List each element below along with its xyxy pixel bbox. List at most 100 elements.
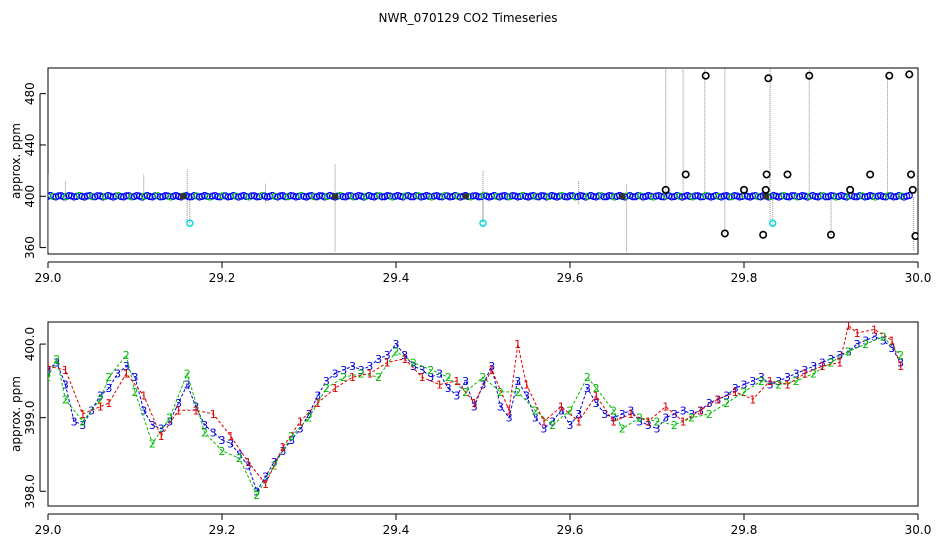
flagged-point (768, 219, 777, 227)
series-2-marker: 2 (410, 356, 417, 369)
series-2-marker: 2 (723, 397, 730, 410)
series-1-marker: 1 (732, 386, 739, 399)
series-3-marker: 3 (88, 404, 95, 417)
series-3-marker: 3 (549, 415, 556, 428)
baseline-point (117, 193, 125, 201)
series-3-marker: 3 (497, 401, 504, 414)
series-1-marker: 1 (593, 390, 600, 403)
series-3-marker: 3 (749, 375, 756, 388)
series-1-marker: 1 (854, 327, 861, 340)
series-1-marker: 1 (419, 371, 426, 384)
bottom-panel: 29.0 29.2 29.4 29.6 29.8 30.0 398.0 399.0 400.0 a… (9, 321, 931, 537)
series-line-3 (48, 336, 902, 493)
outlier-point (701, 71, 710, 80)
baseline-block (462, 193, 469, 200)
series-1-marker: 1 (610, 415, 617, 428)
series-2-marker: 2 (880, 331, 887, 344)
series-2-marker: 2 (549, 419, 556, 432)
series-1-marker: 1 (105, 397, 112, 410)
series-3-marker: 3 (366, 360, 373, 373)
baseline-point (527, 192, 535, 200)
outlier-point (783, 170, 792, 179)
x-tick-label: 29.4 (383, 271, 410, 285)
series-2-marker: 2 (671, 419, 678, 432)
series-2-marker: 2 (532, 404, 539, 417)
series-2-marker: 2 (741, 386, 748, 399)
outlier-point (762, 170, 771, 179)
series-1-marker: 1 (523, 379, 530, 392)
series-3-marker: 3 (567, 419, 574, 432)
series-2-marker: 2 (288, 430, 295, 443)
series-3-marker: 3 (262, 471, 269, 484)
outlier-point (805, 71, 814, 80)
series-2-marker: 2 (253, 489, 260, 502)
series-3-marker: 3 (453, 390, 460, 403)
series-3-marker: 3 (706, 397, 713, 410)
series-1-marker: 1 (384, 356, 391, 369)
series-3-marker: 3 (784, 371, 791, 384)
series-2-marker: 2 (619, 423, 626, 436)
x-tick-label: 30.0 (905, 271, 932, 285)
baseline-point (339, 193, 347, 201)
series-3-marker: 3 (767, 379, 774, 392)
series-2-marker: 2 (306, 412, 313, 425)
series-3-marker: 3 (236, 448, 243, 461)
series-2-marker: 2 (97, 393, 104, 406)
series-2-marker: 2 (584, 371, 591, 384)
series-3-marker: 3 (219, 434, 226, 447)
plot-frame (47, 321, 919, 507)
baseline-point (242, 192, 250, 201)
outlier-point (764, 74, 773, 83)
series-3-marker: 3 (149, 419, 156, 432)
baseline-point (373, 192, 381, 200)
baseline-block (762, 193, 769, 200)
figure-title: NWR_070129 CO2 Timeseries (379, 11, 558, 25)
series-1-marker: 1 (714, 393, 721, 406)
series-2-marker: 2 (123, 349, 130, 362)
series-1-marker: 1 (540, 415, 547, 428)
series-3-marker: 3 (514, 375, 521, 388)
series-2-marker: 2 (236, 452, 243, 465)
y-tick-label: 440 (23, 134, 37, 157)
series-3-marker: 3 (410, 360, 417, 373)
series-3-marker: 3 (201, 419, 208, 432)
series-3-marker: 3 (375, 353, 382, 366)
series-1-marker: 1 (349, 371, 356, 384)
baseline-point (629, 193, 637, 201)
series-1-marker: 1 (488, 364, 495, 377)
series-3-marker: 3 (132, 371, 139, 384)
series-2-marker: 2 (480, 371, 487, 384)
series-2-marker: 2 (201, 426, 208, 439)
series-3-marker: 3 (775, 375, 782, 388)
series-3-marker: 3 (227, 437, 234, 450)
series-1-marker: 1 (314, 397, 321, 410)
series-3-marker: 3 (62, 379, 69, 392)
baseline-point (788, 192, 796, 200)
baseline-point (435, 193, 444, 201)
series-1-marker: 1 (749, 393, 756, 406)
series-1-marker: 1 (158, 430, 165, 443)
baseline-point (305, 192, 313, 200)
series-3-marker: 3 (105, 382, 112, 395)
series-1-marker: 1 (123, 368, 130, 381)
baseline-point (879, 193, 887, 201)
series-3-marker: 3 (419, 364, 426, 377)
baseline-point (850, 193, 859, 201)
plot-frame (47, 67, 919, 255)
series-3-marker: 3 (158, 423, 165, 436)
series-1-marker: 1 (801, 368, 808, 381)
series-3-marker: 3 (175, 397, 182, 410)
baseline-point (83, 192, 91, 200)
series-3-marker: 3 (601, 408, 608, 421)
outlier-point (905, 70, 914, 79)
outlier-point (911, 232, 918, 241)
baseline-point (401, 192, 410, 200)
series-1-marker: 1 (332, 382, 339, 395)
series-1-marker: 1 (245, 456, 252, 469)
series-2-marker: 2 (45, 371, 52, 384)
series-3-marker: 3 (688, 408, 695, 421)
series-3-marker: 3 (245, 460, 252, 473)
y-tick-label: 398.0 (23, 474, 37, 508)
baseline-point (754, 193, 762, 201)
